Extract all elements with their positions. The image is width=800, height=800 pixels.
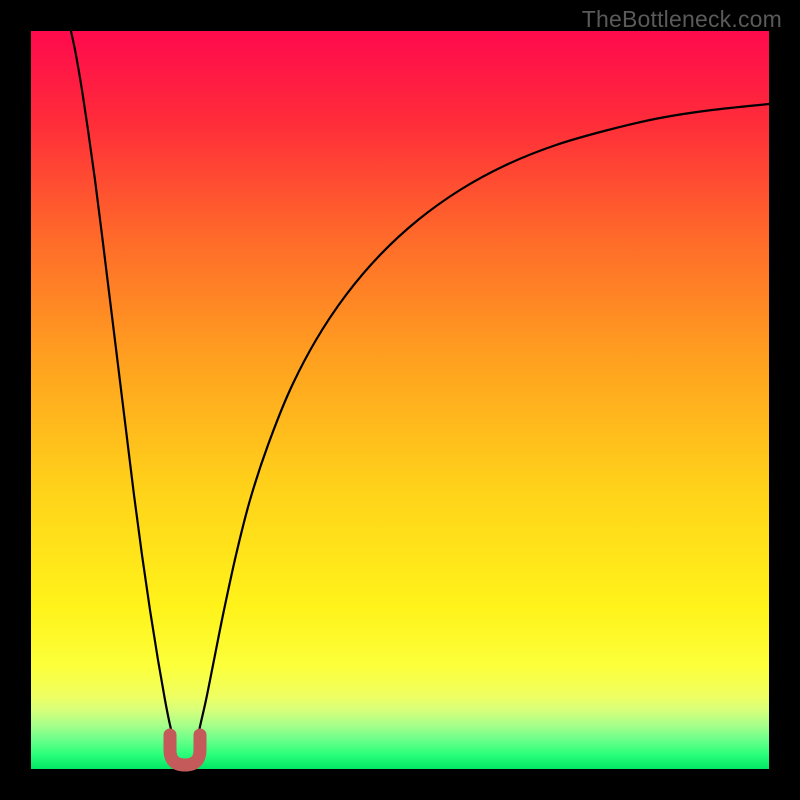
curve-right-branch (197, 104, 769, 740)
watermark-text: TheBottleneck.com (582, 6, 782, 33)
bottleneck-chart: TheBottleneck.com (0, 0, 800, 800)
chart-curves (0, 0, 800, 800)
minimum-marker (170, 735, 200, 765)
curve-left-branch (71, 31, 174, 740)
